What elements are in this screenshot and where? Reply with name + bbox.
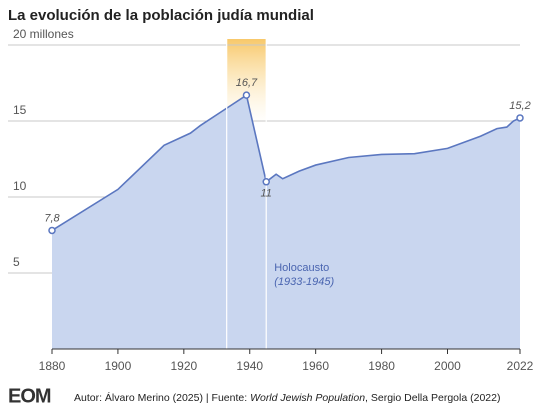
point-marker: [262, 178, 270, 186]
line: [51, 93, 521, 232]
x-tick-label: 2022: [507, 359, 534, 373]
area: [52, 95, 520, 349]
y-tick-label: 5: [13, 255, 20, 269]
footer: Autor: Álvaro Merino (2025) | Fuente: Wo…: [74, 391, 500, 404]
x-tick-label: 1900: [105, 359, 132, 373]
x-tick-label: 2000: [434, 359, 461, 373]
point-marker: [516, 114, 524, 122]
x-tick-label: 1940: [236, 359, 263, 373]
y-tick-label: 10: [13, 179, 27, 193]
logo: EOM: [8, 385, 51, 407]
annotation: Holocausto: [274, 262, 329, 274]
x-tick-label: 1960: [302, 359, 329, 373]
footer-author: Autor: Álvaro Merino (2025) | Fuente:: [74, 391, 250, 404]
value-label: 16,7: [236, 77, 258, 89]
value-label: 15,2: [509, 100, 530, 112]
y-tick-label: 20 millones: [13, 27, 74, 41]
chart-title: La evolución de la población judía mundi…: [8, 7, 314, 24]
footer-source-title: World Jewish Population: [250, 392, 365, 404]
x-tick-label: 1880: [39, 359, 66, 373]
point-marker: [48, 226, 56, 235]
value-label: 11: [261, 188, 272, 200]
footer-source-rest: , Sergio Della Pergola (2022): [365, 392, 500, 404]
point-marker: [242, 91, 251, 99]
y-tick-label: 15: [13, 103, 27, 117]
value-label: 7,8: [44, 212, 60, 224]
x-tick-label: 1980: [368, 359, 395, 373]
x-tick-label: 1920: [170, 359, 197, 373]
annotation-sub: (1933-1945): [274, 276, 334, 288]
